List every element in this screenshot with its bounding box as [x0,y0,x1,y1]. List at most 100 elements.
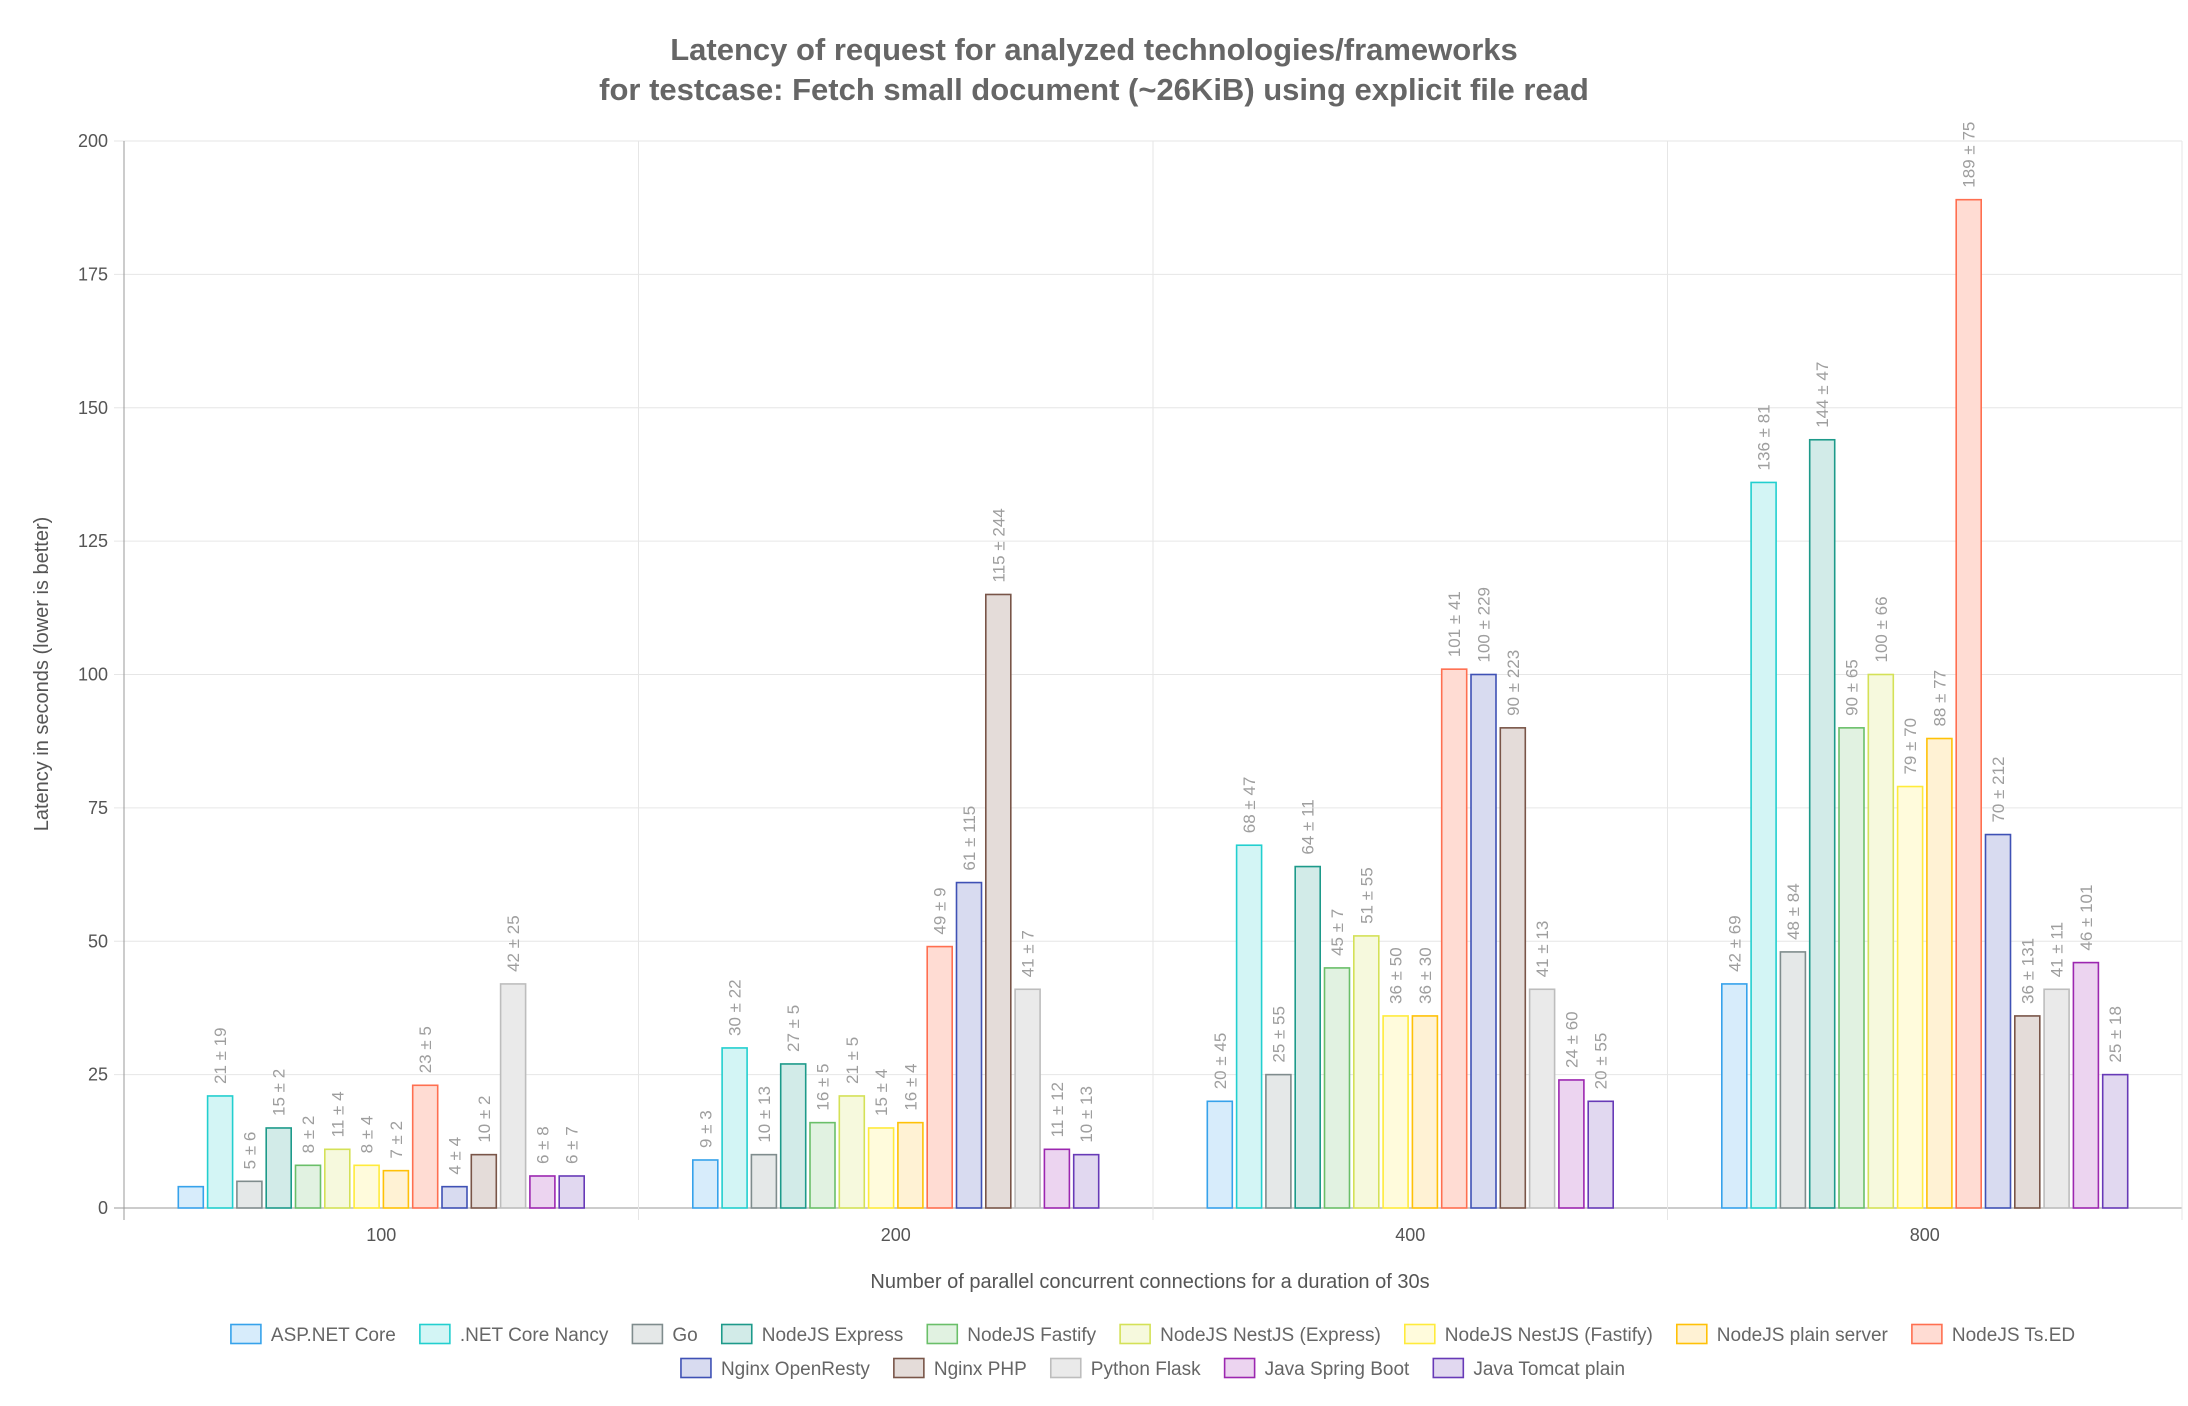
bar [1750,481,1777,1209]
bar [558,1175,586,1209]
data-label: 24 ± 60 [1562,1011,1581,1068]
legend-label: Java Tomcat plain [1473,1359,1625,1380]
bar [2072,961,2100,1209]
data-label: 101 ± 41 [1445,591,1464,657]
legend-item: NodeJS NestJS (Fastify) [1403,1323,1653,1346]
bar [1294,865,1321,1209]
bar [1382,1015,1409,1209]
legend-label: ASP.NET Core [271,1325,396,1346]
data-label: 30 ± 22 [726,979,745,1036]
legend-item: NodeJS Ts.ED [1911,1323,2075,1346]
data-label: 6 ± 8 [533,1126,552,1164]
legend-swatch [419,1323,451,1345]
legend-swatch [1223,1357,1256,1379]
legend-item: ASP.NET Core [230,1323,396,1346]
bar [1896,785,1924,1209]
legend-swatch [1049,1357,1082,1379]
data-label: 8 ± 2 [299,1116,318,1154]
data-label: 9 ± 3 [696,1110,715,1148]
legend-swatch [1432,1357,1465,1379]
legend-label: Java Spring Boot [1265,1359,1410,1380]
bar [2014,1015,2041,1209]
data-label: 189 ± 75 [1960,122,1979,188]
data-label: 36 ± 50 [1387,947,1406,1004]
y-tick-label: 0 [98,1198,108,1218]
data-label: 48 ± 84 [1784,883,1803,940]
data-label: 4 ± 4 [446,1137,465,1175]
data-label: 6 ± 7 [563,1126,582,1164]
bar [499,983,527,1209]
bar [984,593,1012,1209]
bar [897,1121,924,1209]
bar [382,1169,410,1209]
legend-item: Nginx PHP [893,1357,1027,1380]
legend-label: NodeJS plain server [1717,1325,1889,1346]
bar [470,1153,498,1209]
legend-item: Python Flask [1049,1357,1201,1380]
bar [1587,1100,1614,1209]
legend-label: Nginx PHP [934,1359,1027,1380]
data-label: 25 ± 55 [1269,1006,1288,1063]
legend-item: Java Spring Boot [1223,1357,1410,1380]
axes: 0 25 50 75 100 125 150 175 200 100 200 400 800 [78,131,1940,1245]
y-tick-label: 175 [78,264,108,284]
bar [1558,1079,1585,1209]
bar [1014,988,1041,1209]
x-axis-label: Number of parallel concurrent connection… [870,1271,1429,1293]
legend-swatch [893,1357,925,1379]
legend-label: NodeJS Ts.ED [1952,1325,2075,1346]
legend-label: NodeJS Express [762,1325,904,1346]
bar [1808,438,1836,1209]
legend-label: .NET Core Nancy [460,1325,609,1346]
data-label: 10 ± 13 [1077,1086,1096,1143]
bar [294,1164,322,1209]
grid [114,140,2183,1220]
data-label: 27 ± 5 [784,1005,803,1052]
legend-swatch [631,1323,664,1345]
data-label: 11 ± 12 [1048,1082,1067,1137]
bar [1440,668,1468,1209]
data-label: 8 ± 4 [358,1116,377,1154]
bar [1779,951,1807,1209]
legend-item: NodeJS Express [720,1323,904,1346]
bars: 9 ± 3 20 ± 45 42 ± 69 21 ± 19 30 ± 22 68 ± 47… [177,122,2129,1209]
bar [867,1127,895,1209]
bar [323,1148,351,1209]
legend-swatch [926,1323,959,1345]
data-label: 36 ± 131 [2018,938,2037,1004]
bar [1984,833,2012,1209]
y-tick-label: 200 [78,131,108,151]
data-label: 21 ± 19 [211,1027,230,1084]
legend-item: NodeJS plain server [1675,1323,1889,1346]
data-label: 70 ± 212 [1989,756,2008,822]
y-tick-label: 150 [78,398,108,418]
data-label: 45 ± 7 [1328,909,1347,956]
data-label: 64 ± 11 [1299,799,1318,854]
data-label: 20 ± 45 [1211,1033,1230,1090]
bar [1499,727,1527,1209]
bar [1353,935,1380,1209]
legend-label: NodeJS NestJS (Fastify) [1445,1325,1653,1346]
data-label: 20 ± 55 [1592,1033,1611,1090]
chart-title-line-2: for testcase: Fetch small document (~26K… [599,72,1589,107]
legend-item: NodeJS Fastify [926,1323,1097,1346]
x-tick-label: 400 [1395,1225,1425,1245]
bar [206,1095,234,1209]
bar [1206,1100,1234,1209]
bar [353,1164,380,1209]
x-tick-label: 800 [1910,1225,1940,1245]
bar [779,1063,807,1209]
data-label: 90 ± 65 [1843,659,1862,716]
bar [1721,983,1748,1209]
y-tick-label: 125 [78,531,108,551]
data-label: 100 ± 229 [1475,587,1494,663]
data-label: 10 ± 2 [475,1096,494,1143]
y-tick-label: 25 [88,1065,108,1085]
data-label: 144 ± 47 [1813,362,1832,428]
data-label: 42 ± 25 [504,915,523,972]
data-label: 23 ± 5 [416,1026,435,1073]
data-label: 16 ± 4 [901,1063,920,1110]
legend-item: Java Tomcat plain [1432,1357,1625,1380]
data-label: 46 ± 101 [2077,885,2096,951]
legend-item: Go [631,1323,698,1346]
